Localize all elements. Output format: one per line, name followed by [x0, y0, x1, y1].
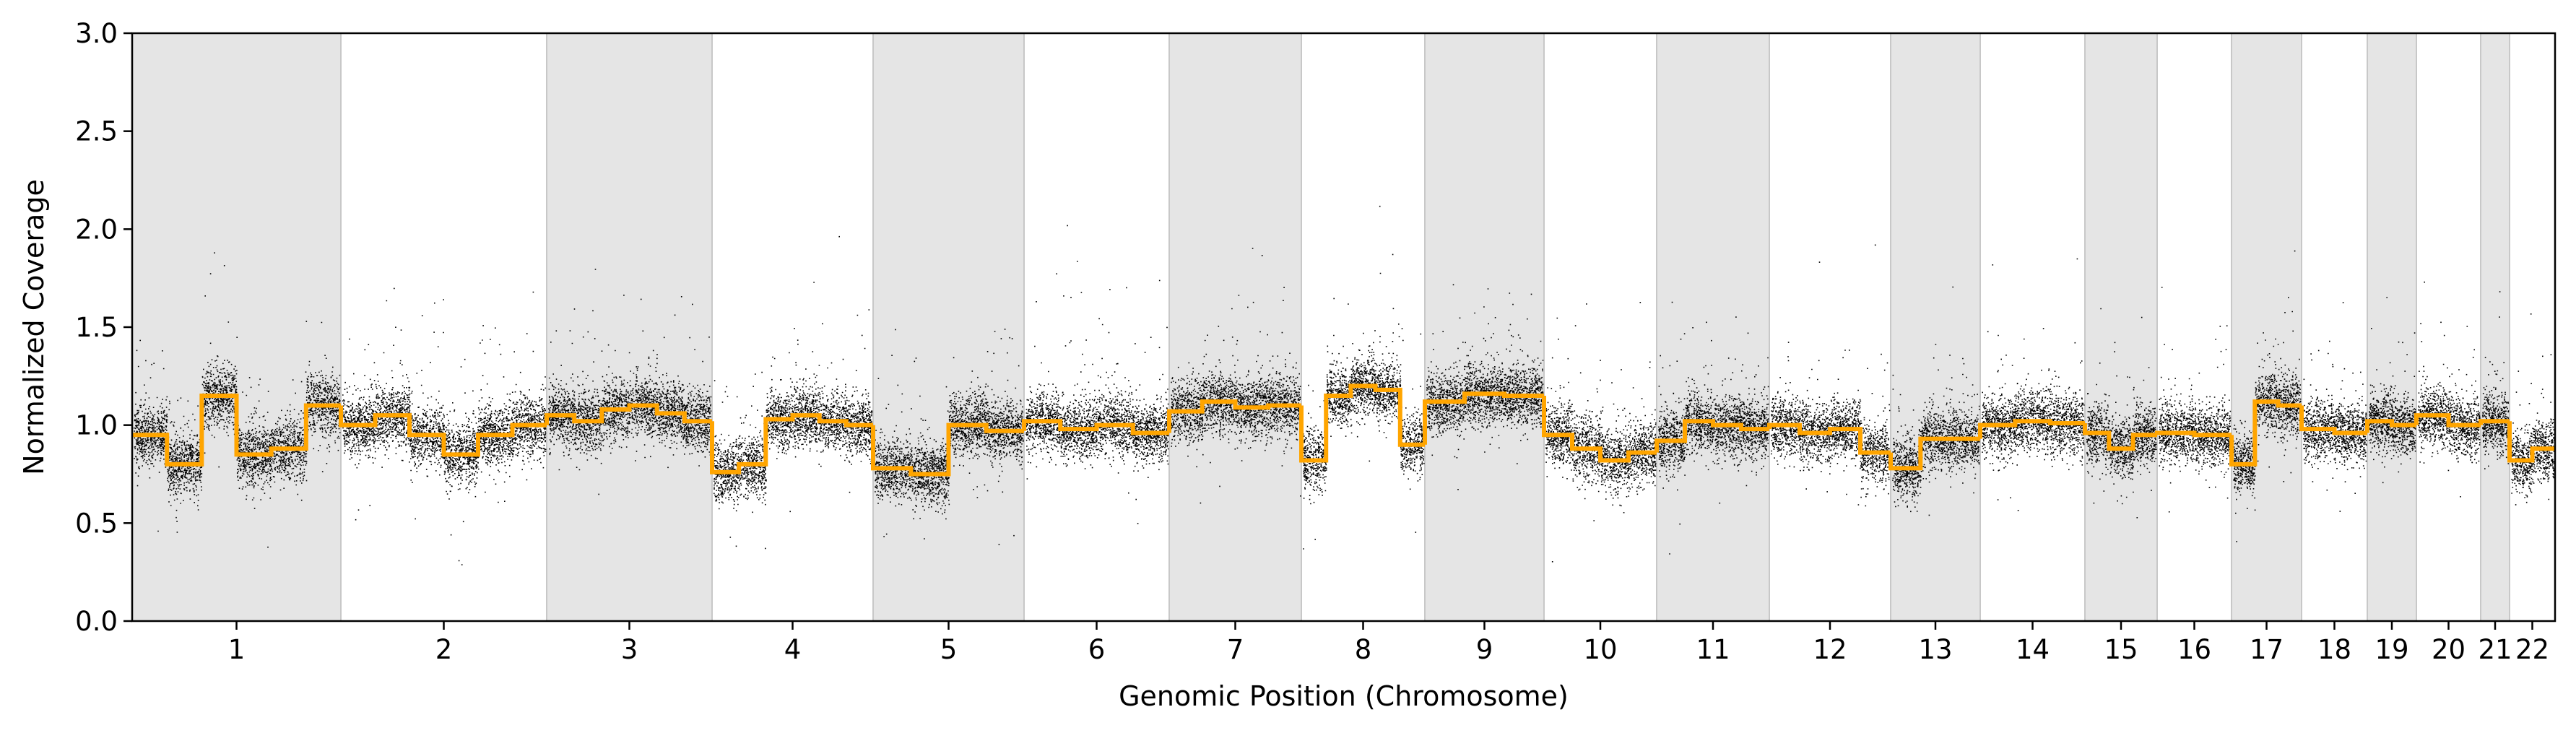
y-tick-label: 0.5	[75, 508, 118, 539]
segment-line-chr1	[132, 393, 341, 467]
chromosome-band-21	[2480, 32, 2510, 622]
segment-line-chr15	[2083, 422, 2157, 451]
x-tick-label-chr2: 2	[435, 634, 453, 665]
x-tick-label-chr13: 13	[1918, 634, 1952, 665]
segment-line-chr7	[1167, 399, 1301, 433]
segment-line-chr19	[2365, 419, 2416, 433]
coverage-points-chr21	[2482, 291, 2510, 469]
chromosome-band-1	[131, 32, 342, 622]
y-axis-label: Normalized Coverage	[18, 179, 50, 475]
segment-lines	[132, 383, 2555, 477]
coverage-points-chr13	[1892, 286, 1980, 516]
y-tick-label: 3.0	[75, 18, 118, 49]
segment-line-chr8	[1299, 383, 1425, 463]
segment-line-chr17	[2229, 399, 2302, 467]
x-axis: 1 2 3 4 5 6 7 8 9 10 11 12 13 14 15 16 17 18 19 20 21 22	[228, 621, 2549, 665]
x-tick-label-chr8: 8	[1355, 634, 1372, 665]
y-tick-label: 2.5	[75, 116, 118, 147]
segment-line-chr4	[710, 413, 873, 474]
x-tick-label-chr20: 20	[2432, 634, 2466, 665]
chromosome-band-7	[1168, 32, 1302, 622]
x-tick-label-chr16: 16	[2177, 634, 2211, 665]
coverage-points-chr8	[1303, 205, 1425, 550]
chromosome-band-11	[1656, 32, 1770, 622]
segment-line-chr20	[2414, 413, 2481, 428]
x-tick-label-chr1: 1	[228, 634, 246, 665]
x-tick-label-chr4: 4	[784, 634, 802, 665]
segment-line-chr12	[1767, 422, 1891, 455]
coverage-points-chr22	[2511, 313, 2555, 506]
chromosome-band-19	[2367, 32, 2417, 622]
coverage-points-chr3	[548, 269, 712, 495]
x-tick-label-chr19: 19	[2375, 634, 2408, 665]
chromosome-band-15	[2084, 32, 2158, 622]
x-tick-label-chr5: 5	[940, 634, 958, 665]
x-tick-label-chr17: 17	[2250, 634, 2284, 665]
chromosome-bands	[131, 32, 2510, 622]
x-tick-label-chr15: 15	[2104, 634, 2138, 665]
chromosome-band-17	[2231, 32, 2302, 622]
x-tick-label-chr14: 14	[2016, 634, 2050, 665]
coverage-points-chr9	[1426, 284, 1544, 490]
segment-line-chr22	[2507, 421, 2555, 463]
coverage-points-chr1	[134, 252, 341, 548]
segment-line-chr18	[2299, 405, 2367, 435]
coverage-points-chr2	[342, 287, 547, 565]
chromosome-band-13	[1890, 32, 1981, 622]
segment-line-chr6	[1022, 419, 1169, 435]
chromosome-band-3	[546, 32, 713, 622]
segment-line-chr13	[1888, 436, 1980, 471]
segment-line-chr3	[545, 403, 712, 425]
y-tick-label: 1.0	[75, 410, 118, 441]
segment-line-chr5	[871, 422, 1024, 477]
y-axis: 0.0 0.5 1.0 1.5 2.0 2.5 3.0	[75, 18, 132, 637]
x-tick-label-chr21: 21	[2478, 634, 2512, 665]
x-tick-label-chr12: 12	[1813, 634, 1847, 665]
x-tick-label-chr3: 3	[621, 634, 638, 665]
x-tick-label-chr18: 18	[2317, 634, 2351, 665]
x-axis-label: Genomic Position (Chromosome)	[1119, 680, 1569, 712]
x-tick-label-chr22: 22	[2515, 634, 2549, 665]
x-tick-label-chr11: 11	[1696, 634, 1730, 665]
segment-line-chr11	[1655, 419, 1769, 453]
segment-line-chr21	[2479, 419, 2510, 425]
coverage-points-chr10	[1545, 302, 1657, 563]
coverage-points-chr5	[875, 329, 1024, 545]
coverage-points-chr4	[714, 235, 873, 550]
coverage-points-chr17	[2233, 250, 2302, 542]
y-tick-label: 1.5	[75, 312, 118, 343]
y-tick-label: 2.0	[75, 214, 118, 245]
chromosome-band-9	[1424, 32, 1545, 622]
coverage-points-chr16	[2159, 287, 2232, 513]
x-tick-label-chr6: 6	[1088, 634, 1106, 665]
segment-line-chr14	[1978, 419, 2085, 439]
segment-line-chr2	[339, 405, 547, 457]
segment-line-chr10	[1542, 395, 1657, 463]
x-tick-label-chr7: 7	[1227, 634, 1244, 665]
segment-line-chr9	[1423, 391, 1544, 445]
x-tick-label-chr10: 10	[1583, 634, 1617, 665]
chromosome-band-5	[872, 32, 1025, 622]
coverage-points-chr15	[2086, 308, 2157, 519]
x-tick-label-chr9: 9	[1476, 634, 1493, 665]
segment-line-chr16	[2155, 430, 2232, 438]
y-tick-label: 0.0	[75, 606, 118, 637]
